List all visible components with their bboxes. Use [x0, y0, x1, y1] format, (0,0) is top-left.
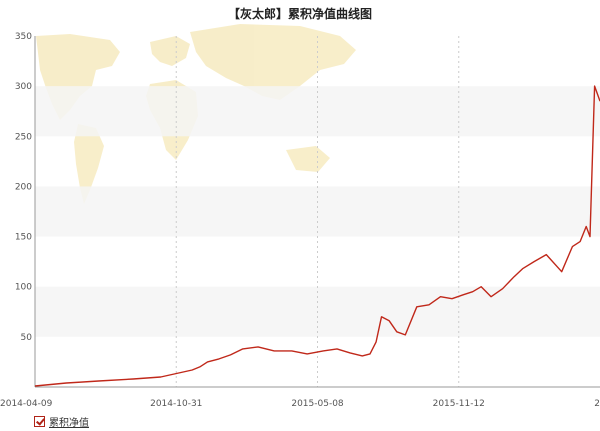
y-tick-label: 100	[15, 283, 32, 293]
y-tick-label: 200	[15, 182, 32, 192]
plot-area: 50 100 150 200 250 300 350 2014-04-09 2014-10-3…	[0, 32, 600, 409]
y-tick-label: 50	[21, 333, 33, 343]
legend[interactable]: 累积净值	[34, 414, 89, 429]
x-tick-label: 2015-11-12	[433, 399, 485, 409]
legend-label[interactable]: 累积净值	[49, 417, 89, 429]
vertical-gridlines	[175, 36, 460, 387]
x-tick-label: 2	[594, 399, 600, 409]
x-tick-labels: 2014-04-09 2014-10-31 2015-05-08 2015-11-12…	[0, 399, 600, 409]
series-line-cumulative-nav	[34, 85, 600, 387]
y-tick-label: 150	[15, 233, 32, 243]
y-tick-label: 250	[15, 132, 32, 142]
chart-title: 【灰太郎】累积净值曲线图	[228, 6, 372, 21]
y-tick-label: 350	[15, 32, 32, 42]
y-tick-labels: 50 100 150 200 250 300 350	[15, 32, 32, 343]
y-tick-label: 300	[15, 82, 32, 92]
legend-checkbox-icon[interactable]	[34, 415, 45, 427]
x-tick-label: 2014-04-09	[0, 399, 53, 409]
x-tick-label: 2014-10-31	[150, 399, 202, 409]
x-tick-label: 2015-05-08	[291, 399, 344, 409]
